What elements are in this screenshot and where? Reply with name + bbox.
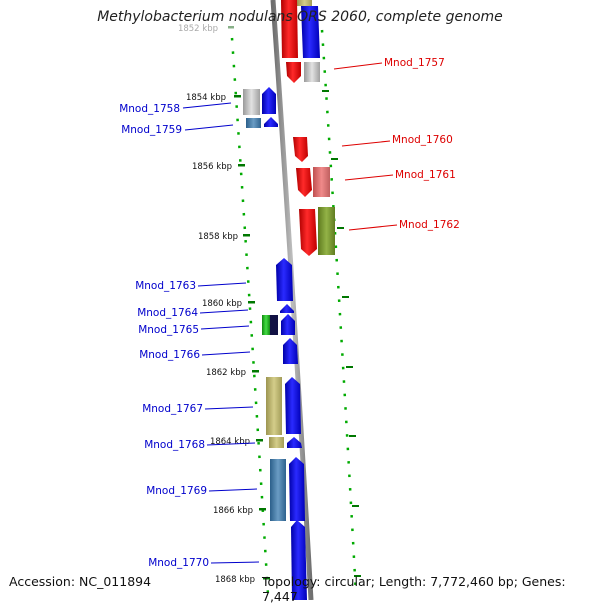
callout-line [210,561,260,564]
tick-label: 1866 kbp [213,506,253,516]
gene-label[interactable]: Mnod_1762 [399,219,460,231]
tick-label: 1854 kbp [186,93,226,103]
tick-label: 1862 kbp [206,368,246,378]
gene-arrow [281,0,298,58]
gene-arrow [296,168,312,197]
gene-label[interactable]: Mnod_1766 [139,349,200,361]
tick-label: 1852 kbp [178,24,218,34]
tick-label: 1858 kbp [198,232,238,242]
tick-label: 1860 kbp [202,299,242,309]
callout-line [344,174,394,181]
genome-backbone [270,0,314,600]
gene-label[interactable]: Mnod_1757 [384,57,445,69]
callout-line [201,351,251,356]
gene-label[interactable]: Mnod_1759 [121,124,182,136]
callout-line [341,140,391,147]
gene-label[interactable]: Mnod_1764 [137,307,198,319]
callout-line [182,102,232,109]
gene-block [246,118,261,128]
gene-arrow [291,520,307,600]
gene-block [304,62,320,82]
gene-block [297,0,312,6]
gene-block [269,437,284,448]
callout-line [333,62,383,70]
callout-line [348,224,398,231]
gene-arrow [283,338,298,364]
gene-block [266,377,282,435]
track-outer-left [230,37,270,596]
callout-line [199,309,249,314]
gene-arrow [287,437,302,448]
gene-arrow [262,87,276,114]
tick-label: 1864 kbp [210,437,250,447]
gene-label[interactable]: Mnod_1761 [395,169,456,181]
gene-block [243,89,260,115]
accession-label: Accession: NC_011894 [9,574,152,589]
callout-line [197,282,247,287]
gene-label[interactable]: Mnod_1767 [142,403,203,415]
callout-line [206,442,256,446]
gene-arrow [301,6,320,58]
gene-arrow [281,314,295,335]
gene-block [313,167,330,197]
gene-block [270,315,278,335]
scale-ticks [228,26,361,580]
callout-line [204,406,254,410]
forward-strand-genes [243,87,307,600]
gene-block [318,207,335,255]
gene-arrow [280,304,294,313]
gene-label[interactable]: Mnod_1768 [144,439,205,451]
callout-line [200,325,250,330]
gene-arrow [285,377,301,434]
gene-label[interactable]: Mnod_1765 [138,324,199,336]
tick-label: 1868 kbp [215,575,255,585]
gene-label[interactable]: Mnod_1758 [119,103,180,115]
gene-arrow [264,117,278,127]
gene-label[interactable]: Mnod_1770 [148,557,209,569]
callout-line [184,124,234,131]
callout-line [208,488,258,492]
map-title: Methylobacterium nodulans ORS 2060, comp… [97,9,503,25]
reverse-strand-genes [281,0,335,256]
gene-arrow [286,62,301,83]
gene-arrow [293,137,308,162]
gene-block [270,459,286,521]
gene-label[interactable]: Mnod_1760 [392,134,453,146]
gene-arrow [276,258,293,301]
track-outer-right [320,29,358,596]
gene-block [262,315,270,335]
gene-arrow [299,209,317,256]
gene-arrow [289,457,305,521]
gene-label[interactable]: Mnod_1763 [135,280,196,292]
tick-label: 1856 kbp [192,162,232,172]
gene-label[interactable]: Mnod_1769 [146,485,207,497]
